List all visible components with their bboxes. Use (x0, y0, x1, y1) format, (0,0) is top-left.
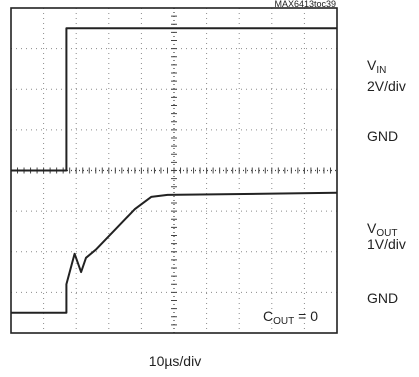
x-axis-label: 10µs/div (149, 353, 201, 369)
vout-ground-label: GND (367, 290, 398, 306)
vout-label: VOUT (367, 220, 397, 239)
figure-id: MAX6413toc39 (274, 0, 336, 9)
vin-scale: 2V/div (367, 78, 406, 94)
vin-ground-label: GND (367, 128, 398, 144)
vout-scale: 1V/div (367, 236, 406, 252)
cout-annotation: COUT = 0 (263, 308, 318, 327)
vin-trace (11, 27, 337, 172)
vout-trace (11, 191, 338, 314)
traces (11, 27, 338, 314)
vin-label: VIN (367, 57, 386, 76)
